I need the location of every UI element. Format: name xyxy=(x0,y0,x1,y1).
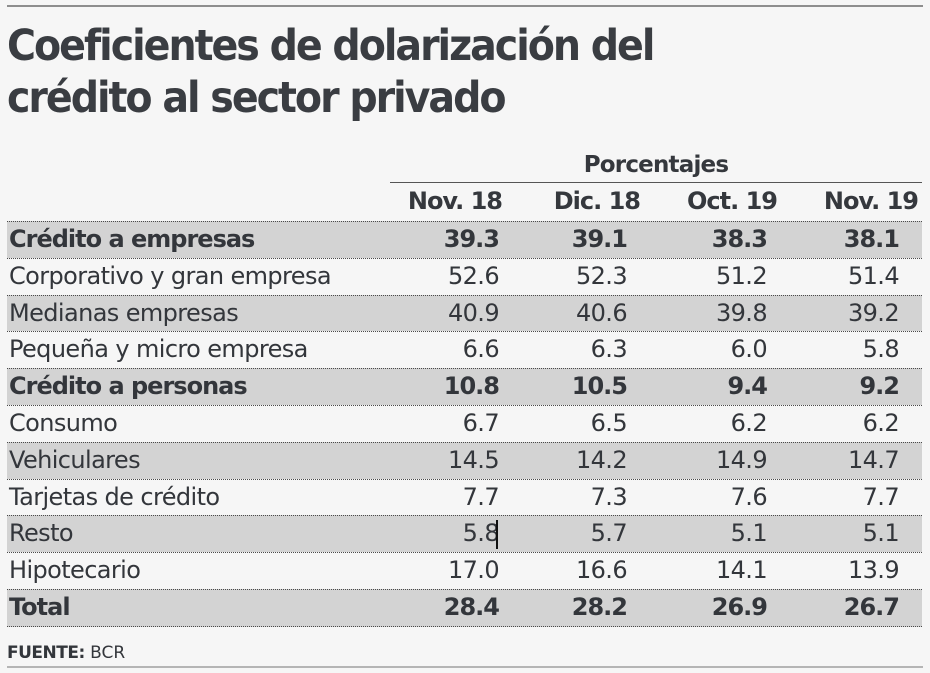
cell-value: 9.2 xyxy=(859,372,900,401)
cell-value: 7.6 xyxy=(730,482,768,511)
cell-value: 5.7 xyxy=(590,519,628,548)
top-rule xyxy=(7,5,923,7)
column-header: Dic. 18 xyxy=(553,187,641,215)
table-row: Crédito a personas 10.8 10.5 9.4 9.2 xyxy=(7,368,922,405)
cell-value: 7.3 xyxy=(590,482,628,511)
title-line-2: crédito al sector privado xyxy=(7,73,507,123)
column-header: Oct. 19 xyxy=(687,187,778,215)
cell-value: 39.8 xyxy=(715,298,768,327)
table-row: Pequeña y micro empresa 6.6 6.3 6.0 5.8 xyxy=(7,331,922,368)
cell-value: 16.6 xyxy=(575,556,628,585)
cell-value: 51.2 xyxy=(715,261,768,290)
cell-value: 6.0 xyxy=(730,335,768,364)
column-header: Nov. 19 xyxy=(823,187,919,215)
dollarization-table: Crédito a empresas 39.3 39.1 38.3 38.1 Corpor… xyxy=(7,221,922,628)
row-label: Corporativo y gran empresa xyxy=(9,261,332,290)
cell-value: 40.9 xyxy=(447,298,500,327)
row-label: Resto xyxy=(9,519,74,548)
cell-value: 5.8 xyxy=(462,519,500,548)
bottom-rule xyxy=(7,666,923,668)
row-label: Crédito a empresas xyxy=(9,225,255,253)
cell-value: 26.9 xyxy=(711,592,768,621)
group-header: Porcentajes xyxy=(583,152,729,178)
row-label: Tarjetas de crédito xyxy=(9,482,220,511)
title-line-1: Coeficientes de dolarización del xyxy=(7,21,655,71)
cell-value: 6.5 xyxy=(590,408,628,437)
cell-value: 28.2 xyxy=(571,592,628,621)
cell-value: 17.0 xyxy=(447,556,500,585)
cell-value: 10.5 xyxy=(571,372,628,401)
cell-value: 39.2 xyxy=(847,298,900,327)
source-label: FUENTE: xyxy=(7,643,85,663)
table-row: Resto 5.8 5.7 5.1 5.1 xyxy=(7,515,922,553)
cell-value: 26.7 xyxy=(843,592,900,621)
row-label: Hipotecario xyxy=(9,556,141,585)
cell-value: 14.1 xyxy=(715,556,768,585)
cell-value: 51.4 xyxy=(847,261,900,290)
row-label: Pequeña y micro empresa xyxy=(9,335,308,364)
table-row: Crédito a empresas 39.3 39.1 38.3 38.1 xyxy=(7,221,922,258)
text-cursor xyxy=(496,520,498,550)
cell-value: 7.7 xyxy=(862,482,900,511)
row-label: Medianas empresas xyxy=(9,298,239,327)
cell-value: 6.2 xyxy=(730,408,768,437)
cell-value: 39.3 xyxy=(443,225,500,253)
cell-value: 5.1 xyxy=(730,519,768,548)
cell-value: 38.1 xyxy=(843,225,900,253)
cell-value: 52.3 xyxy=(575,261,628,290)
cell-value: 5.8 xyxy=(862,335,900,364)
table-row: Consumo 6.7 6.5 6.2 6.2 xyxy=(7,404,922,442)
cell-value: 9.4 xyxy=(727,372,768,401)
cell-value: 10.8 xyxy=(443,372,500,401)
source-value: BCR xyxy=(90,643,126,663)
row-label: Consumo xyxy=(9,408,118,437)
cell-value: 40.6 xyxy=(575,298,628,327)
cell-value: 14.2 xyxy=(575,445,628,474)
cell-value: 13.9 xyxy=(847,556,900,585)
table-row: Medianas empresas 40.9 40.6 39.8 39.2 xyxy=(7,294,922,332)
table-row: Total 28.4 28.2 26.9 26.7 xyxy=(7,588,922,628)
cell-value: 14.9 xyxy=(715,445,768,474)
column-headers: Nov. 18 Dic. 18 Oct. 19 Nov. 19 xyxy=(0,184,930,218)
row-label: Total xyxy=(9,592,71,621)
cell-value: 14.7 xyxy=(847,445,900,474)
source-note: FUENTE: BCR xyxy=(7,642,125,664)
row-label: Vehiculares xyxy=(9,445,141,474)
row-label: Crédito a personas xyxy=(9,372,248,401)
cell-value: 52.6 xyxy=(447,261,500,290)
table-row: Vehiculares 14.5 14.2 14.9 14.7 xyxy=(7,441,922,479)
cell-value: 6.2 xyxy=(862,408,900,437)
cell-value: 5.1 xyxy=(862,519,900,548)
cell-value: 28.4 xyxy=(443,592,500,621)
cell-value: 7.7 xyxy=(462,482,500,511)
cell-value: 6.6 xyxy=(462,335,500,364)
cell-value: 38.3 xyxy=(711,225,768,253)
table-row: Corporativo y gran empresa 52.6 52.3 51.2 51… xyxy=(7,257,922,295)
table-row: Tarjetas de crédito 7.7 7.3 7.6 7.7 xyxy=(7,478,922,516)
cell-value: 6.3 xyxy=(590,335,628,364)
group-header-rule xyxy=(390,182,922,183)
table-row: Hipotecario 17.0 16.6 14.1 13.9 xyxy=(7,552,922,589)
cell-value: 6.7 xyxy=(462,408,500,437)
column-header: Nov. 18 xyxy=(407,187,503,215)
cell-value: 14.5 xyxy=(447,445,500,474)
cell-value: 39.1 xyxy=(571,225,628,253)
page-title: Coeficientes de dolarización del crédito… xyxy=(7,20,655,124)
